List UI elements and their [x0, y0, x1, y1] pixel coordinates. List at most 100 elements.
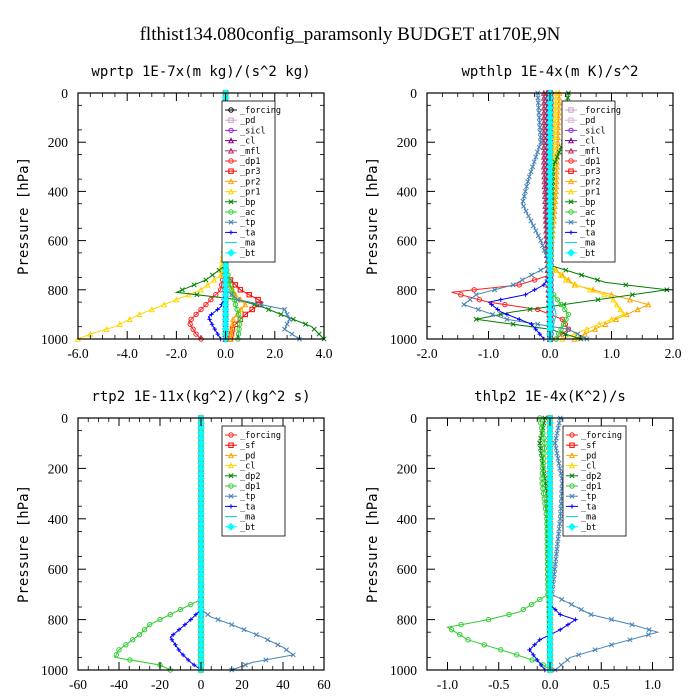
series-marker [564, 657, 570, 663]
series-marker [498, 297, 503, 302]
y-tick-label: 1000 [41, 663, 68, 678]
series-marker [568, 601, 575, 608]
legend: _forcing_sf_pd_cl_dp2_dp1_tp_ta_ma_bt [562, 425, 627, 537]
legend: _forcing_pd_sicl_cl_mfl_dp1_pr3_pr2_pr1_… [221, 100, 281, 263]
legend-label: _bt [240, 249, 255, 259]
series-marker [534, 657, 540, 663]
series-marker [539, 425, 545, 431]
series-marker [521, 193, 527, 199]
x-tick-label: -2.0 [416, 346, 438, 361]
legend-marker [568, 209, 574, 215]
legend-marker [228, 117, 234, 123]
series-marker [556, 531, 562, 537]
series-marker [553, 551, 559, 557]
series-marker [559, 596, 565, 602]
series-marker [540, 455, 547, 462]
series-marker [533, 228, 539, 234]
series-marker [485, 616, 492, 623]
series-marker [530, 223, 536, 229]
series-marker [527, 647, 532, 653]
series-marker [182, 622, 188, 627]
series-marker [559, 316, 565, 323]
x-tick-label: 2.0 [266, 346, 283, 361]
series-marker [510, 321, 516, 327]
series-marker [282, 306, 288, 313]
series-marker [173, 296, 180, 303]
series-marker [207, 317, 212, 322]
y-tick-label: 200 [48, 135, 69, 150]
series-marker [242, 662, 248, 668]
series-marker [284, 321, 290, 327]
series-marker [193, 311, 199, 318]
legend-label: _bp [580, 198, 595, 208]
series-marker [552, 266, 559, 273]
series-marker [554, 450, 560, 456]
series-marker [232, 301, 239, 308]
series-marker [537, 331, 542, 337]
legend: _forcing_sf_pd_cl_dp2_dp1_tp_ta_ma_bt [221, 425, 286, 537]
series-marker [193, 331, 199, 337]
series-marker [538, 139, 544, 145]
series-marker [203, 277, 209, 283]
legend-label: _ma [240, 239, 255, 249]
series-marker [540, 490, 547, 497]
series-marker [540, 430, 546, 436]
series-marker [129, 637, 136, 643]
series-marker [521, 203, 527, 209]
legend-label: _pd [580, 116, 595, 126]
series-marker [537, 129, 543, 135]
series-marker [560, 321, 567, 327]
series-marker [613, 301, 620, 308]
series-marker [629, 292, 635, 298]
series-marker [620, 311, 627, 318]
legend-marker [228, 158, 234, 164]
legend-label: _pd [240, 116, 255, 126]
series-marker [536, 144, 542, 150]
series-marker [541, 247, 548, 253]
series-marker [241, 627, 247, 633]
series-marker [553, 188, 560, 195]
series-marker [617, 306, 624, 313]
legend-label: _sf [581, 441, 596, 451]
legend-marker [567, 248, 575, 257]
legend-label: _sicl [580, 126, 606, 136]
series-marker [238, 306, 245, 313]
series-marker [538, 238, 544, 244]
series-marker [187, 321, 193, 327]
legend-marker [228, 473, 234, 479]
chart-panel-1: wprtp 1E-7x(m kg)/(s^2 kg) Pressure [hPa]… [16, 64, 333, 361]
legend-label: _dp1 [240, 157, 260, 167]
series-line [188, 93, 227, 340]
series-marker [126, 316, 133, 323]
series-marker [194, 292, 200, 298]
series-marker [586, 286, 593, 293]
series-marker [229, 287, 235, 293]
legend-label: _ac [240, 208, 255, 218]
series-line [446, 417, 551, 671]
series-marker [535, 95, 541, 101]
series-marker [237, 287, 244, 293]
series-marker [537, 124, 543, 130]
series-marker [170, 632, 176, 637]
legend-marker [227, 178, 235, 185]
series-marker [552, 197, 559, 204]
y-tick-label: 1000 [390, 332, 417, 347]
series-marker [595, 297, 601, 303]
series-marker [237, 321, 243, 327]
series-marker [535, 306, 541, 313]
series-tp [461, 90, 590, 342]
series-marker [558, 612, 563, 617]
y-axis-label: Pressure [hPa] [365, 485, 381, 603]
series-marker [516, 282, 522, 288]
series-marker [191, 662, 197, 668]
series-marker [311, 326, 317, 332]
series-marker [623, 311, 630, 318]
series-marker [601, 291, 608, 298]
series-marker [127, 657, 133, 663]
x-tick-label: 0.5 [593, 677, 610, 692]
series-marker [161, 301, 168, 308]
legend-marker [227, 137, 235, 144]
x-tick-label: -1.0 [478, 346, 500, 361]
x-tick-label: -1.0 [437, 677, 459, 692]
series-marker [190, 326, 196, 332]
